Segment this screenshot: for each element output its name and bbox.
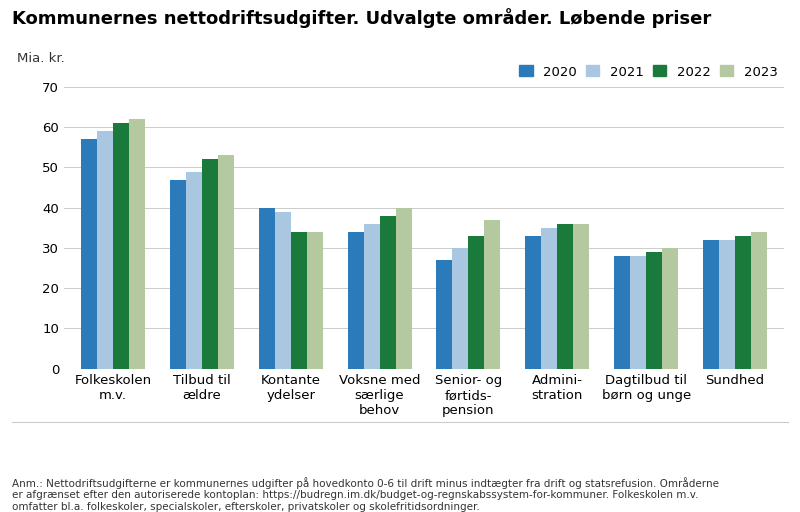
Bar [129, 119, 145, 369]
Bar [437, 260, 453, 369]
Bar [646, 252, 662, 369]
Bar [719, 240, 735, 369]
Bar [202, 159, 218, 369]
Bar [630, 256, 646, 369]
Bar [703, 240, 719, 369]
Bar [662, 248, 678, 369]
Bar [347, 232, 363, 369]
Bar [290, 232, 306, 369]
Bar [97, 131, 113, 369]
Bar [558, 224, 574, 369]
Bar [274, 212, 290, 369]
Bar [574, 224, 590, 369]
Bar [363, 224, 379, 369]
Bar [113, 123, 129, 369]
Bar [542, 228, 558, 369]
Bar [306, 232, 322, 369]
Bar [170, 180, 186, 369]
Bar [735, 236, 751, 369]
Bar [258, 208, 274, 369]
Bar [186, 172, 202, 369]
Bar [395, 208, 411, 369]
Bar [526, 236, 542, 369]
Text: Mia. kr.: Mia. kr. [17, 52, 65, 65]
Text: Kommunernes nettodriftsudgifter. Udvalgte områder. Løbende priser: Kommunernes nettodriftsudgifter. Udvalgt… [12, 8, 711, 28]
Bar [485, 220, 501, 369]
Bar [218, 156, 234, 369]
Bar [453, 248, 469, 369]
Bar [469, 236, 485, 369]
Bar [614, 256, 630, 369]
Bar [751, 232, 767, 369]
Bar [379, 216, 395, 369]
Bar [81, 139, 97, 369]
Legend: 2020, 2021, 2022, 2023: 2020, 2021, 2022, 2023 [519, 66, 778, 78]
Text: Anm.: Nettodriftsudgifterne er kommunernes udgifter på hovedkonto 0-6 til drift : Anm.: Nettodriftsudgifterne er kommunern… [12, 477, 719, 512]
